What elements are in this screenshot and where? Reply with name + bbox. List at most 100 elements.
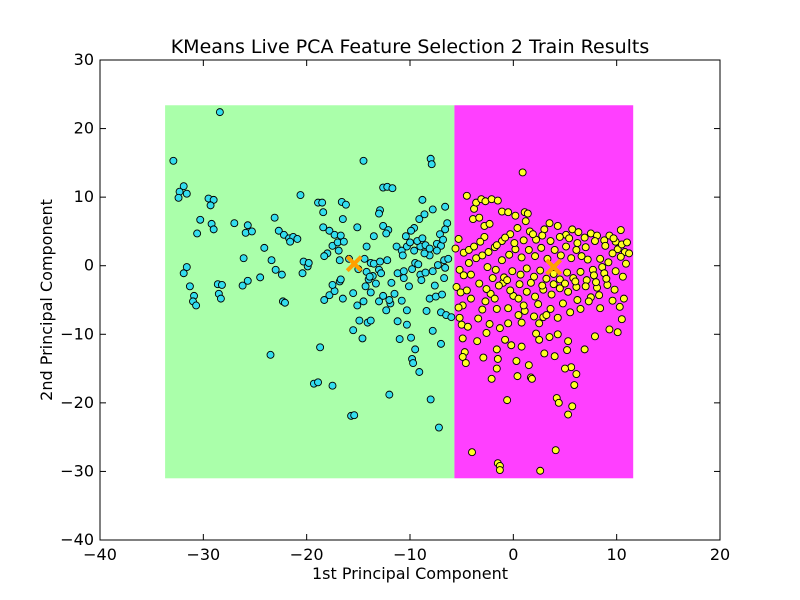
data-point	[420, 249, 429, 258]
data-point	[537, 243, 546, 252]
data-point	[376, 257, 384, 266]
data-point	[428, 267, 437, 276]
data-point	[551, 446, 560, 455]
data-point	[530, 272, 538, 281]
data-point	[382, 229, 391, 238]
data-point	[617, 315, 626, 324]
data-point	[566, 308, 575, 317]
data-point	[293, 235, 302, 243]
data-point	[574, 228, 583, 237]
data-point	[609, 234, 618, 243]
data-point	[366, 316, 375, 325]
data-point	[514, 294, 523, 303]
data-point	[338, 294, 347, 303]
data-point	[530, 312, 538, 321]
data-point	[613, 328, 622, 337]
data-point	[366, 288, 375, 297]
data-point	[555, 284, 564, 293]
data-point	[504, 208, 513, 217]
data-point	[584, 297, 593, 306]
data-point	[182, 189, 191, 198]
data-point	[495, 466, 504, 475]
data-point	[382, 306, 391, 315]
data-point	[580, 345, 589, 354]
data-point	[564, 287, 573, 296]
data-point	[573, 239, 582, 248]
data-point	[572, 370, 581, 379]
data-point	[325, 291, 334, 300]
data-point	[375, 209, 383, 218]
y-tick-label: −40	[60, 530, 94, 549]
data-point	[256, 273, 265, 282]
data-point	[174, 193, 183, 202]
data-point	[531, 292, 539, 301]
data-point	[507, 341, 516, 350]
data-point	[476, 237, 485, 246]
data-point	[398, 251, 407, 260]
data-point	[608, 249, 617, 258]
data-point	[434, 423, 443, 432]
centroid-marker-0	[345, 255, 363, 273]
data-point	[604, 258, 613, 267]
data-point	[484, 248, 493, 256]
data-point	[577, 252, 586, 261]
data-point	[215, 108, 224, 117]
y-tick-label: 0	[84, 256, 94, 275]
data-point	[571, 277, 580, 286]
data-point	[451, 244, 460, 253]
data-point	[561, 279, 569, 288]
data-point	[576, 304, 585, 313]
data-point	[491, 265, 500, 274]
data-point	[422, 307, 431, 315]
data-point	[512, 357, 521, 365]
data-point	[325, 226, 334, 235]
y-tick-label: 10	[74, 187, 94, 206]
data-point	[608, 296, 617, 305]
data-point	[418, 195, 427, 204]
data-point	[441, 225, 450, 234]
data-point	[561, 364, 569, 373]
data-point	[550, 352, 559, 361]
data-point	[504, 319, 513, 328]
data-point	[515, 280, 524, 289]
data-point	[555, 232, 564, 241]
data-point	[375, 297, 383, 306]
data-point	[392, 242, 401, 251]
data-point	[247, 227, 256, 236]
data-point	[335, 256, 344, 265]
y-tick-label: 20	[74, 119, 94, 138]
data-point	[485, 320, 494, 328]
data-point	[527, 374, 536, 383]
data-point	[581, 243, 590, 252]
data-point	[428, 205, 437, 214]
data-point	[487, 374, 496, 383]
data-point	[546, 237, 555, 245]
data-point	[359, 297, 368, 306]
data-point	[622, 259, 630, 268]
data-point	[503, 396, 512, 405]
data-point	[591, 237, 599, 245]
data-point	[447, 313, 456, 322]
data-point	[485, 219, 494, 228]
data-point	[462, 191, 471, 200]
data-point	[439, 235, 448, 244]
data-point	[521, 217, 530, 226]
cluster-0-points	[169, 108, 456, 432]
y-tick-label: −30	[60, 461, 94, 480]
data-point	[463, 322, 472, 331]
data-point	[556, 251, 565, 260]
data-point	[596, 254, 605, 263]
data-point	[350, 411, 359, 420]
data-point	[535, 335, 544, 344]
data-point	[519, 301, 528, 310]
data-point	[377, 269, 386, 278]
data-point	[545, 219, 554, 228]
data-point	[338, 215, 347, 224]
data-point	[418, 234, 427, 243]
data-point	[266, 350, 275, 359]
data-point	[538, 281, 547, 290]
data-point	[358, 334, 367, 343]
data-point	[239, 254, 248, 263]
data-point	[605, 325, 614, 334]
data-point	[196, 215, 205, 224]
